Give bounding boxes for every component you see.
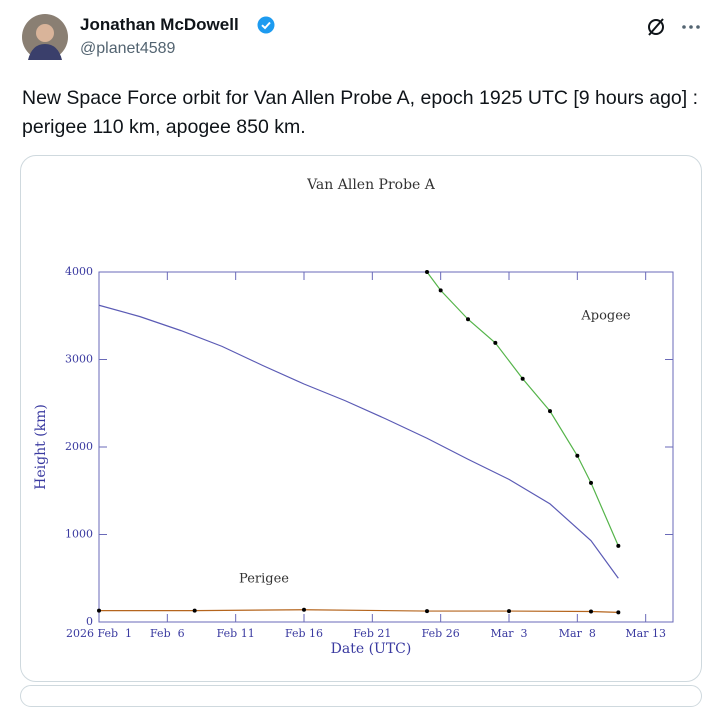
series-line — [98, 304, 619, 579]
y-tick-label: 1000 — [65, 528, 93, 541]
data-point — [438, 288, 443, 293]
data-point — [425, 609, 429, 614]
page: {"tweet": {"name": "Jonathan McDowell", … — [20, 14, 702, 707]
x-tick-label: Mar 13 — [625, 627, 666, 640]
header-icons — [648, 18, 700, 36]
x-tick-label: Feb 26 — [422, 627, 460, 640]
y-tick-label: 0 — [86, 615, 93, 628]
more-button[interactable] — [682, 25, 700, 29]
x-tick-label: Feb 16 — [285, 627, 323, 640]
tweet-text: New Space Force orbit for Van Allen Prob… — [22, 87, 699, 138]
y-tick-label: 3000 — [65, 353, 93, 366]
verified-badge — [257, 16, 275, 34]
y-axis-label: Height (km) — [33, 404, 49, 490]
y-tick-label: 2000 — [65, 440, 93, 453]
chart: Van Allen Probe A Date (UTC) Height (km)… — [33, 177, 674, 657]
data-point — [589, 609, 593, 614]
y-tick-label: 4000 — [65, 265, 93, 278]
media-card[interactable]: Van Allen Probe A Date (UTC) Height (km)… — [20, 155, 702, 682]
data-point — [507, 609, 511, 614]
grok-icon[interactable] — [648, 18, 664, 36]
data-point — [520, 376, 525, 381]
x-tick-label: 2026 Feb 1 — [66, 627, 132, 640]
data-point — [616, 543, 621, 548]
x-tick-label: Feb 11 — [217, 627, 255, 640]
data-point — [466, 317, 470, 322]
x-tick-label: Mar 8 — [559, 627, 596, 640]
data-point — [589, 480, 593, 485]
x-tick-label: Feb 21 — [353, 627, 391, 640]
data-point — [493, 340, 498, 345]
series-label: Apogee — [580, 309, 631, 324]
x-axis-label: Date (UTC) — [331, 641, 412, 657]
data-point — [302, 607, 306, 612]
user-name[interactable]: Jonathan McDowell — [80, 15, 239, 34]
chart-title: Van Allen Probe A — [306, 177, 436, 193]
user-handle[interactable]: @planet4589 — [80, 40, 176, 57]
data-point — [425, 270, 429, 274]
data-point — [192, 608, 197, 613]
plot-frame — [98, 271, 674, 623]
next-card — [20, 685, 702, 707]
data-point — [548, 409, 552, 414]
x-tick-label: Mar 3 — [490, 627, 527, 640]
data-point — [616, 610, 621, 615]
x-tick-label: Feb 6 — [150, 627, 185, 640]
series-line — [99, 609, 619, 613]
avatar[interactable] — [22, 14, 68, 60]
data-point — [97, 608, 101, 613]
series-label: Perigee — [239, 572, 289, 587]
data-point — [575, 453, 580, 458]
